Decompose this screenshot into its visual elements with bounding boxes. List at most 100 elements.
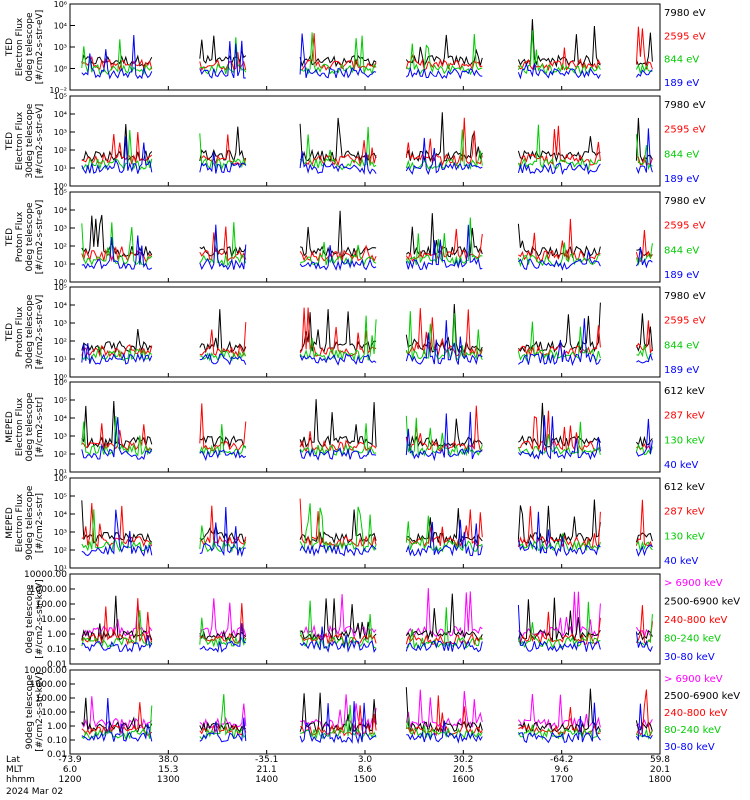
series-trace — [518, 250, 601, 271]
series-trace — [405, 320, 483, 366]
series-trace — [81, 635, 153, 653]
x-tick-mlt: 20.5 — [453, 765, 473, 775]
y-axis-label: 0deg telescope — [25, 12, 35, 82]
y-tick-label: 10⁶ — [54, 378, 67, 387]
legend-entry: 2595 eV — [664, 31, 706, 42]
x-tick-mlt: 15.3 — [158, 765, 178, 775]
series-trace — [635, 69, 653, 78]
y-axis-label: [#/cm2-s-str-eV] — [35, 10, 45, 85]
legend-entry: 287 keV — [664, 411, 705, 422]
series-trace — [81, 509, 153, 554]
series-trace — [635, 605, 653, 646]
legend-entry: 40 keV — [664, 460, 698, 471]
series-trace — [299, 632, 377, 646]
series-trace — [81, 345, 153, 362]
legend-entry: 80-240 keV — [664, 725, 721, 736]
series-trace — [518, 702, 601, 744]
series-trace — [518, 318, 601, 367]
y-tick-label: 10³ — [54, 128, 67, 137]
series-trace — [299, 399, 377, 448]
panel-8: 0.01 0.10 1.00 10.00 100.00 1000.00 10000.0090… — [24, 666, 740, 760]
y-tick-label: 10000.00 — [24, 666, 67, 676]
series-trace — [199, 717, 247, 743]
legend-entry: 844 eV — [664, 245, 699, 256]
series-trace — [635, 134, 653, 171]
series-trace — [517, 62, 601, 80]
series-trace — [300, 140, 377, 167]
series-trace — [299, 126, 377, 171]
series-trace — [81, 697, 153, 734]
series-trace — [81, 696, 153, 730]
series-trace — [518, 125, 601, 166]
series-trace — [517, 162, 601, 176]
y-axis-label: TED — [5, 228, 15, 247]
series-trace — [199, 52, 247, 72]
y-tick-label: 10⁰ — [54, 278, 67, 287]
y-tick-label: 10⁵ — [54, 396, 67, 405]
series-trace — [299, 543, 377, 557]
series-trace — [405, 588, 483, 638]
series-trace — [81, 131, 153, 165]
y-axis-label: MEPED — [5, 411, 15, 443]
panel-5: 10¹ 10² 10³ 10⁴ 10⁵ 10⁶ MEPED Electron Flux 0deg… — [5, 378, 705, 477]
y-tick-label: 10³ — [54, 43, 67, 52]
legend-entry: 7980 eV — [664, 100, 706, 111]
x-tick-hhmm: 1700 — [550, 775, 573, 785]
series-trace — [635, 703, 653, 742]
x-tick-hhmm: 1600 — [452, 775, 475, 785]
y-tick-label: 100.00 — [36, 694, 68, 704]
legend-entry: 130 keV — [664, 435, 705, 446]
series-trace — [299, 353, 377, 366]
series-trace — [81, 705, 153, 741]
y-tick-label: 10⁶ — [54, 474, 67, 483]
y-tick-label: 10⁵ — [54, 188, 67, 197]
legend-entry: 130 keV — [664, 531, 705, 542]
series-trace — [81, 235, 153, 270]
series-trace — [299, 701, 377, 745]
y-tick-label: 10⁴ — [54, 206, 67, 215]
series-trace — [405, 519, 483, 557]
plot-frame — [69, 3, 661, 91]
y-axis-label: 0deg telescope — [25, 392, 35, 462]
series-trace — [199, 37, 247, 75]
x-row-label: MLT — [6, 765, 24, 775]
x-tick-lat: 59.8 — [650, 755, 670, 765]
y-axis-label: [#/cm2-s-str-eV] — [35, 295, 45, 370]
series-trace — [517, 136, 601, 163]
legend-entry: 189 eV — [664, 365, 699, 376]
legend-entry: 30-80 keV — [664, 652, 715, 663]
series-trace — [299, 423, 377, 457]
panel-2: 10⁰ 10¹ 10² 10³ 10⁴ 10⁵ TED Electron Flux 30deg … — [5, 92, 706, 191]
y-axis-label: 0deg telescope — [25, 584, 35, 654]
series-trace — [517, 19, 601, 68]
x-tick-hhmm: 1500 — [354, 775, 377, 785]
y-tick-label: 1.00 — [47, 722, 67, 732]
x-row-label: hhmm — [6, 775, 35, 785]
y-tick-label: 10³ — [54, 319, 67, 328]
series-trace — [81, 502, 153, 549]
series-trace — [517, 604, 601, 653]
series-trace — [517, 421, 601, 456]
panel-4: 10⁰ 10¹ 10² 10³ 10⁴ 10⁵ TED Proton Flux 30deg te… — [5, 283, 706, 382]
series-trace — [199, 152, 247, 174]
y-axis-label: Proton Flux — [15, 211, 25, 262]
y-tick-label: 10.00 — [41, 708, 67, 718]
y-axis-label: MEPED — [5, 507, 15, 539]
series-trace — [81, 702, 153, 736]
series-trace — [81, 500, 153, 544]
series-trace — [636, 614, 653, 646]
x-row-label: Lat — [6, 755, 21, 765]
y-tick-label: 0.10 — [47, 645, 67, 655]
y-tick-label: 10⁵ — [54, 492, 67, 501]
legend-entry: 7980 eV — [664, 8, 706, 19]
series-trace — [199, 449, 247, 462]
series-trace — [518, 415, 601, 461]
series-trace — [518, 688, 601, 734]
y-axis-label: TED — [5, 132, 15, 151]
series-trace — [199, 309, 247, 354]
legend-entry: 2595 eV — [664, 316, 706, 327]
x-tick-hhmm: 1800 — [649, 775, 672, 785]
series-trace — [299, 244, 377, 263]
y-tick-label: 10⁰ — [54, 182, 67, 191]
y-tick-label: 10¹ — [54, 260, 67, 269]
